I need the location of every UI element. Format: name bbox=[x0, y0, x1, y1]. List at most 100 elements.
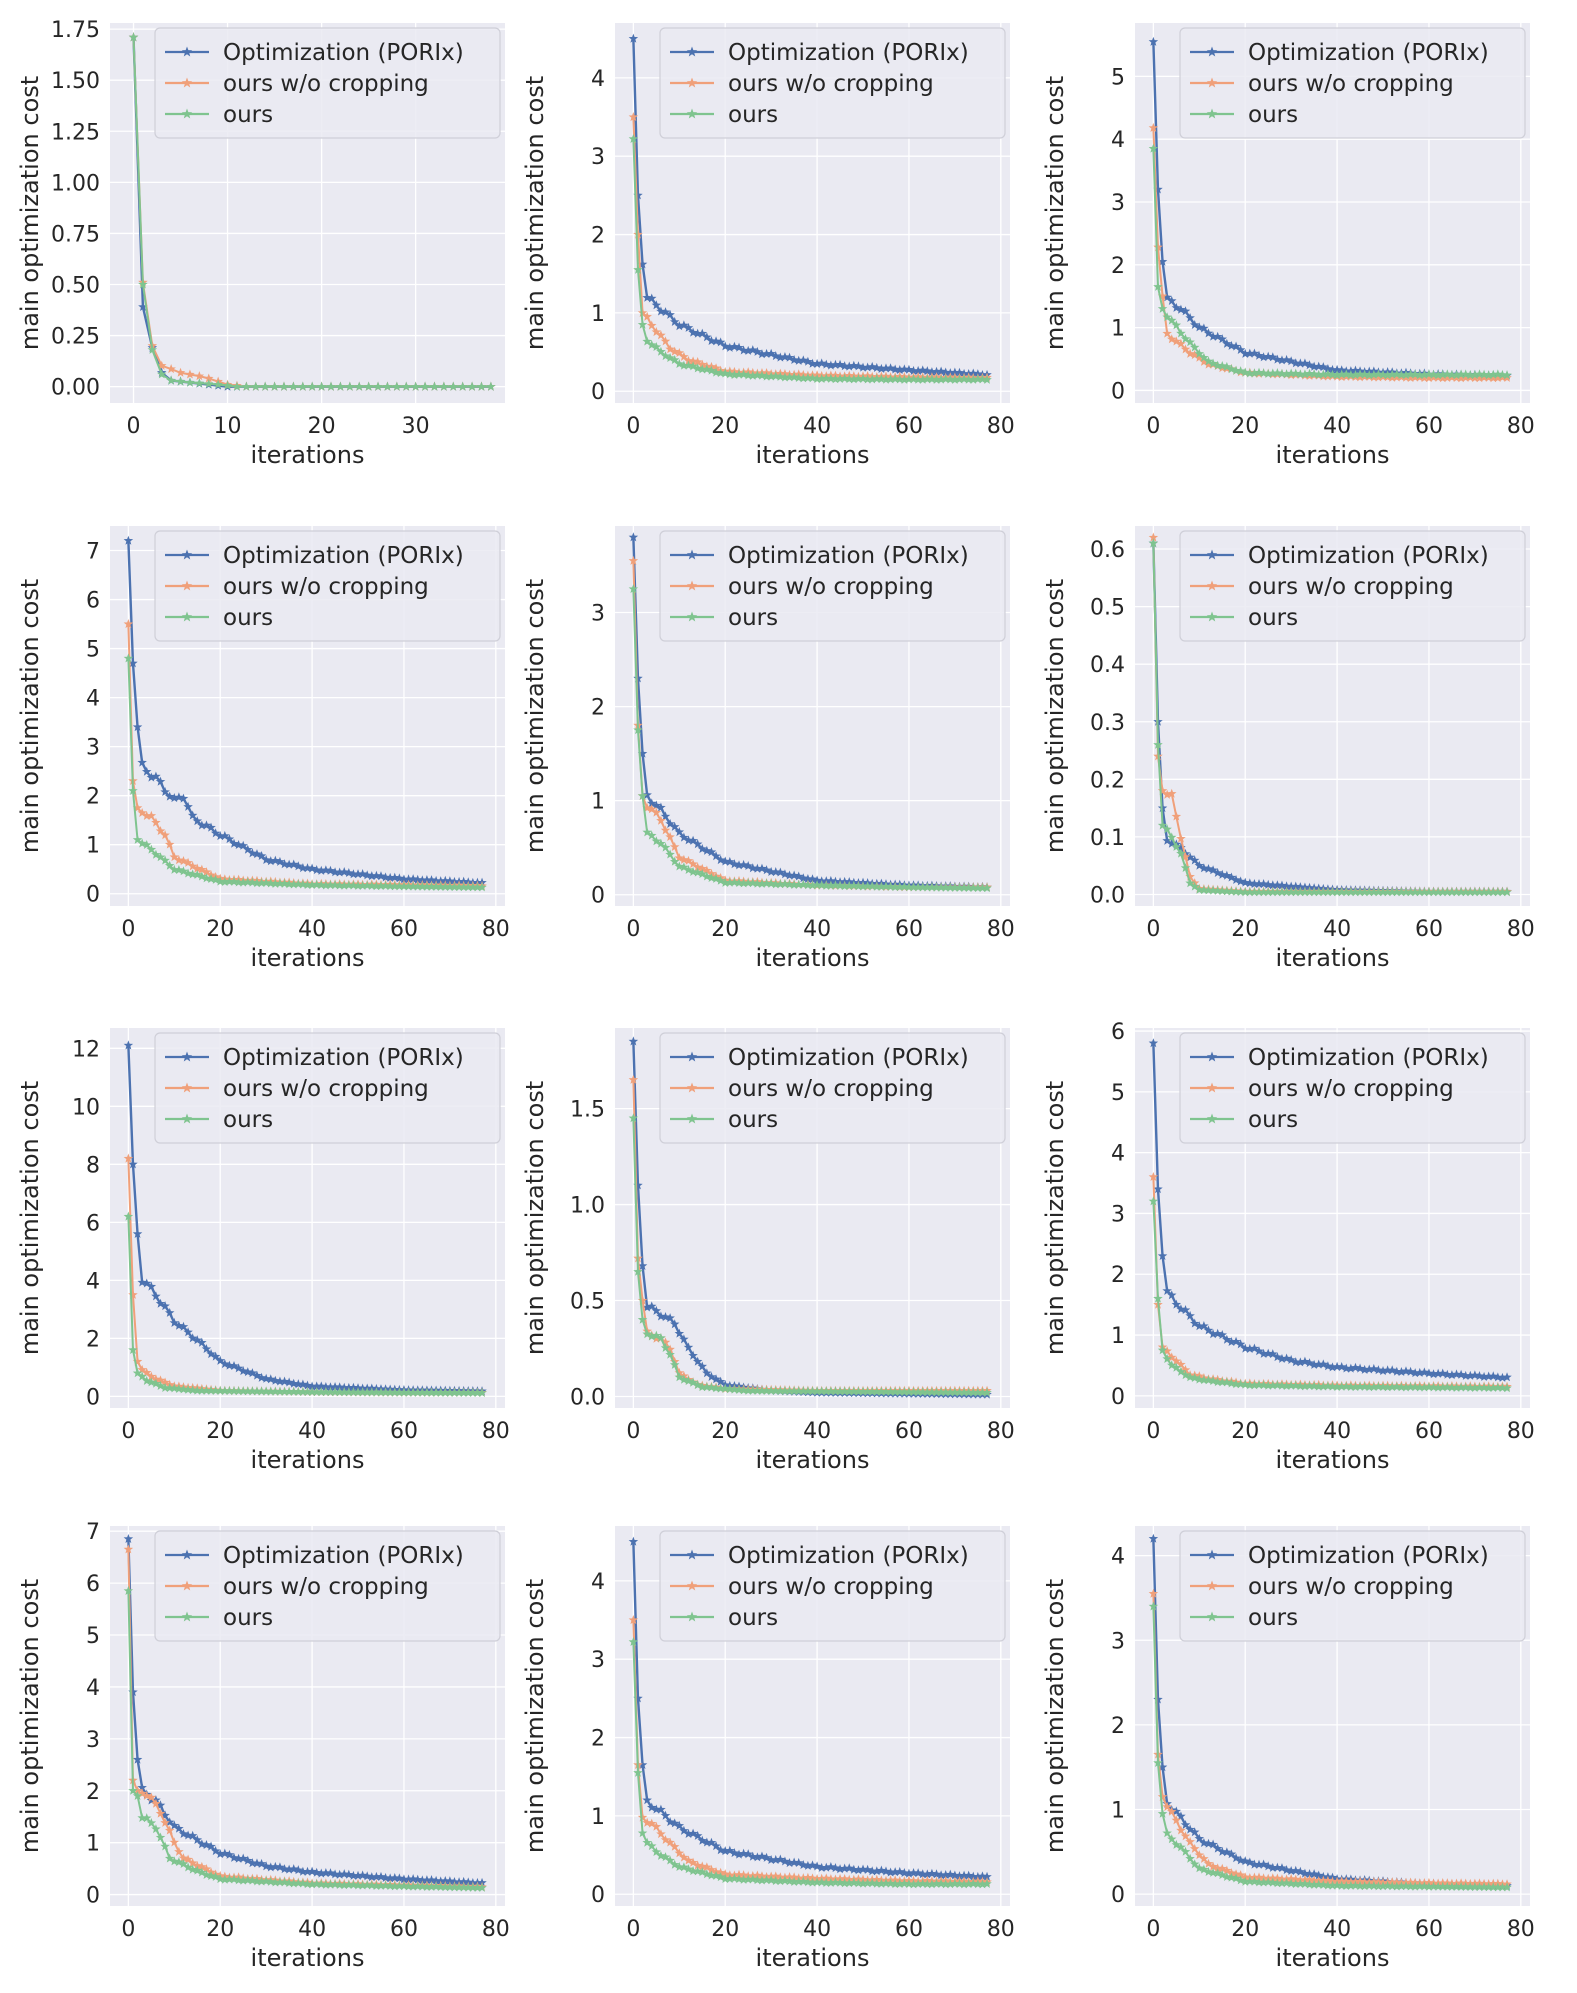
data-point-star bbox=[1387, 1365, 1397, 1375]
data-point-star bbox=[408, 1874, 418, 1884]
legend-marker bbox=[1206, 580, 1218, 591]
data-point-star bbox=[1226, 1337, 1237, 1347]
data-point-star bbox=[275, 1386, 285, 1396]
data-point-star bbox=[780, 1875, 790, 1885]
data-point-star bbox=[141, 1375, 152, 1385]
data-point-star bbox=[220, 1874, 230, 1884]
legend-marker bbox=[686, 1611, 698, 1622]
data-point-star bbox=[1428, 1881, 1439, 1891]
data-point-star bbox=[1212, 1863, 1223, 1873]
data-point-star bbox=[711, 1870, 721, 1880]
y-tick-label: 5 bbox=[86, 1624, 100, 1649]
data-point-star bbox=[429, 381, 440, 391]
data-point-star bbox=[178, 856, 189, 866]
data-point-star bbox=[1392, 372, 1402, 382]
data-point-star bbox=[151, 817, 161, 827]
data-point-star bbox=[633, 673, 643, 683]
data-point-star bbox=[192, 869, 203, 879]
chart-svg: 0 10 20 300.000.250.500.751.001.251.501.75O… bbox=[16, 18, 505, 469]
x-tick-label: 60 bbox=[895, 1917, 923, 1942]
data-point-star bbox=[1235, 886, 1246, 896]
series-3 bbox=[123, 1585, 487, 1892]
data-point-star bbox=[830, 1863, 841, 1873]
x-axis-label: iterations bbox=[756, 441, 870, 469]
data-point-star bbox=[959, 1387, 969, 1397]
data-point-star bbox=[213, 379, 223, 389]
data-point-star bbox=[748, 863, 758, 873]
data-point-star bbox=[408, 1387, 418, 1397]
data-point-star bbox=[757, 878, 767, 888]
data-point-star bbox=[982, 1878, 992, 1888]
data-point-star bbox=[367, 880, 377, 890]
data-point-star bbox=[936, 1878, 946, 1888]
data-point-star bbox=[683, 322, 694, 332]
data-point-star bbox=[1194, 1863, 1205, 1873]
data-point-star bbox=[844, 1386, 854, 1396]
data-point-star bbox=[1424, 373, 1434, 383]
data-point-star bbox=[940, 1879, 951, 1889]
y-tick-label: 2 bbox=[591, 1727, 605, 1752]
data-point-star bbox=[1203, 1866, 1214, 1876]
data-point-star bbox=[174, 1383, 184, 1393]
data-point-star bbox=[1442, 369, 1453, 379]
data-point-star bbox=[940, 882, 951, 892]
y-tick-label: 1.75 bbox=[51, 18, 100, 43]
data-point-star bbox=[1369, 1382, 1379, 1392]
data-point-star bbox=[1300, 358, 1310, 368]
legend-label: Optimization (PORIx) bbox=[223, 1045, 464, 1071]
data-point-star bbox=[1268, 1349, 1278, 1359]
data-point-star bbox=[1222, 1334, 1232, 1344]
data-point-star bbox=[1277, 1863, 1287, 1873]
legend-box bbox=[1179, 530, 1526, 642]
data-point-star bbox=[839, 881, 850, 891]
data-point-star bbox=[1424, 1881, 1434, 1891]
data-point-star bbox=[844, 1878, 854, 1888]
data-point-star bbox=[261, 854, 271, 865]
data-point-star bbox=[1313, 361, 1324, 371]
data-point-star bbox=[853, 361, 864, 371]
legend-marker bbox=[181, 580, 193, 591]
data-point-star bbox=[1392, 887, 1402, 897]
data-point-star bbox=[798, 1876, 809, 1886]
data-point-star bbox=[353, 869, 363, 879]
data-point-star bbox=[973, 374, 983, 384]
data-point-star bbox=[844, 1863, 854, 1873]
data-point-star bbox=[798, 879, 809, 889]
data-point-star bbox=[1240, 1872, 1250, 1882]
data-point-star bbox=[1203, 1858, 1214, 1868]
data-point-star bbox=[178, 793, 189, 803]
data-point-star bbox=[270, 1375, 281, 1385]
legend-marker bbox=[181, 1611, 193, 1622]
data-point-star bbox=[1281, 887, 1292, 897]
data-point-star bbox=[1212, 1868, 1223, 1878]
y-tick-label: 4 bbox=[591, 1570, 605, 1595]
data-point-star bbox=[890, 1867, 900, 1877]
y-tick-label: 6 bbox=[86, 1211, 100, 1236]
data-point-star bbox=[348, 1387, 359, 1397]
data-point-star bbox=[853, 373, 864, 383]
data-point-star bbox=[1405, 369, 1416, 379]
data-point-star bbox=[679, 360, 689, 370]
data-point-star bbox=[1493, 887, 1503, 897]
data-point-star bbox=[376, 1880, 386, 1890]
data-point-star bbox=[146, 1818, 157, 1828]
data-point-star bbox=[862, 1864, 873, 1874]
data-point-star bbox=[1355, 1881, 1365, 1891]
data-point-star bbox=[656, 1804, 666, 1814]
data-point-star bbox=[679, 1825, 689, 1835]
data-point-star bbox=[895, 374, 905, 384]
data-point-star bbox=[1309, 1359, 1319, 1369]
legend-marker bbox=[1206, 1611, 1218, 1622]
data-point-star bbox=[679, 832, 689, 842]
data-point-star bbox=[1451, 1382, 1462, 1392]
legend-marker bbox=[686, 1082, 698, 1093]
data-point-star bbox=[284, 879, 294, 889]
data-point-star bbox=[307, 863, 317, 873]
data-point-star bbox=[426, 875, 437, 885]
data-point-star bbox=[183, 1830, 193, 1840]
data-point-star bbox=[1488, 373, 1499, 383]
data-point-star bbox=[660, 1342, 671, 1352]
data-point-star bbox=[141, 766, 152, 776]
data-point-star bbox=[229, 876, 239, 886]
